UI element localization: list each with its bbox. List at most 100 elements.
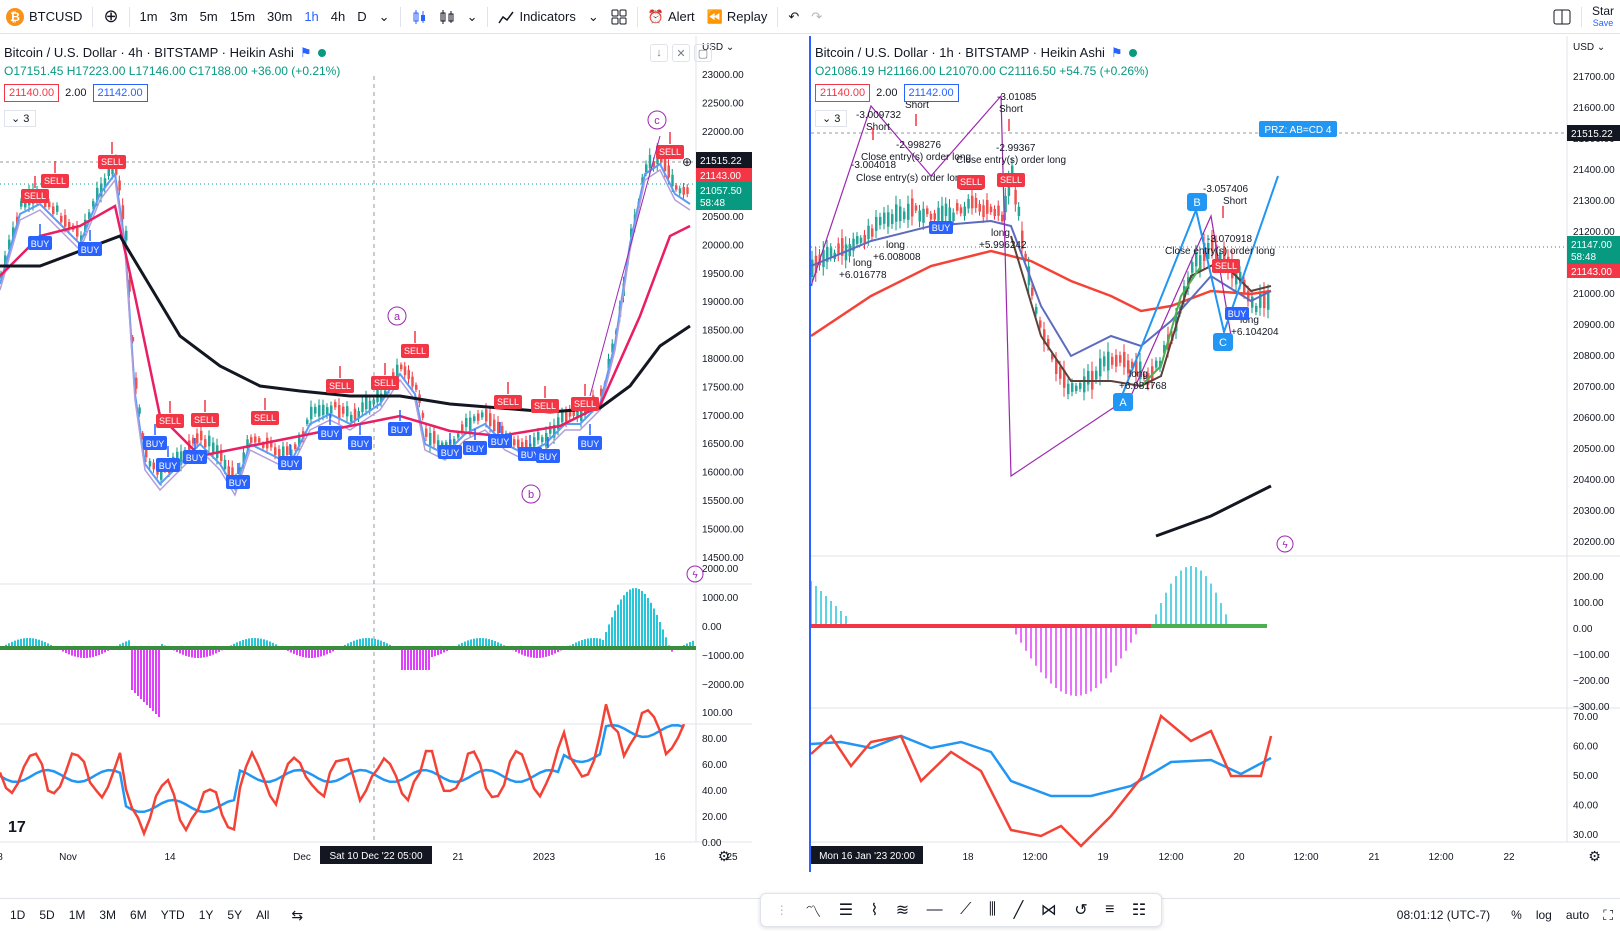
horizontal-line-icon[interactable]: — <box>926 901 943 918</box>
indicators-icon <box>498 11 515 23</box>
left-chart-title: Bitcoin / U.S. Dollar · 4h · BITSTAMP · … <box>4 45 294 60</box>
chart-type-dropdown[interactable]: ⌄ <box>461 0 484 34</box>
candle <box>1215 244 1218 264</box>
candle <box>353 408 357 420</box>
xabcd-pattern-icon[interactable]: ⋈ <box>1040 902 1057 919</box>
candle <box>1063 369 1066 388</box>
layout-toggle-button[interactable] <box>1547 0 1577 34</box>
maximize-icon[interactable]: ▢ <box>694 44 712 62</box>
range-1d[interactable]: 1D <box>10 908 26 922</box>
indicator-toggle[interactable]: ⌄ 3 <box>4 110 37 127</box>
arrow-down-icon[interactable]: ↓ <box>650 44 668 62</box>
sell-price-button[interactable]: 21140.00 <box>815 84 871 102</box>
countdown-timer: 58:48 <box>700 198 725 209</box>
star-save-button[interactable]: Star Save <box>1591 3 1614 28</box>
right-chart-pane[interactable]: USD ⌄21700.0021600.0021500.0021400.00213… <box>809 36 1620 872</box>
range-6m[interactable]: 6M <box>130 908 147 922</box>
candle <box>1239 271 1242 284</box>
redo-button[interactable]: ↷ <box>805 0 828 34</box>
undo-button[interactable]: ↶ <box>782 0 805 34</box>
fullscreen-icon[interactable]: ⛶ <box>1603 906 1613 923</box>
add-symbol-button[interactable]: ⊕ <box>97 0 124 34</box>
range-5d[interactable]: 5D <box>39 908 55 922</box>
percent-toggle[interactable]: % <box>1511 908 1522 922</box>
sell-signal-badge <box>656 145 684 159</box>
chart-type-button[interactable] <box>433 0 461 34</box>
alert-button[interactable]: ⏰ Alert <box>647 8 695 25</box>
settings-gear-icon: ⚙ <box>1588 848 1601 864</box>
candle <box>918 210 921 222</box>
clock[interactable]: 08:01:12 (UTC-7) <box>1396 908 1491 922</box>
left-chart-pane[interactable]: USD ⌄23000.0022500.0022000.0021500.00210… <box>0 36 752 872</box>
pattern-point-badge <box>1187 193 1207 211</box>
candle <box>270 440 273 448</box>
sell-signal-label: SELL <box>24 191 46 201</box>
indicators-dropdown[interactable]: ⌄ <box>582 0 605 34</box>
candle <box>1079 383 1082 389</box>
bars-style-button[interactable] <box>405 0 433 34</box>
price-scale-label: 20500.00 <box>702 212 744 223</box>
candle <box>485 409 488 422</box>
crosshair-time-box <box>811 846 923 864</box>
symbol-search[interactable]: ₿ BTCUSD <box>0 0 88 34</box>
tf-1m[interactable]: 1m <box>139 9 158 24</box>
cycle-tool-icon[interactable]: ↺ <box>1074 902 1088 919</box>
fib-tool-icon[interactable]: ☰ <box>838 902 854 919</box>
indicators-button[interactable]: Indicators <box>492 0 581 34</box>
go-to-date-icon[interactable]: ⇆ <box>291 906 304 923</box>
left-chart-canvas[interactable]: USD ⌄23000.0022500.0022000.0021500.00210… <box>0 36 752 872</box>
tf-5m[interactable]: 5m <box>199 9 218 24</box>
chevron-down-icon: ⌄ <box>822 113 832 125</box>
candle <box>645 164 648 173</box>
range-5y[interactable]: 5Y <box>227 908 243 922</box>
tf-D[interactable]: D <box>357 9 367 24</box>
auto-toggle[interactable]: auto <box>1565 908 1590 922</box>
trend-line-icon[interactable]: ╱ <box>1013 902 1024 919</box>
range-1y[interactable]: 1Y <box>198 908 214 922</box>
indicator-toggle[interactable]: ⌄ 3 <box>815 110 848 127</box>
tf-3m[interactable]: 3m <box>169 9 188 24</box>
layouts-button[interactable] <box>605 0 633 34</box>
right-chart-canvas[interactable]: USD ⌄21700.0021600.0021500.0021400.00213… <box>811 36 1620 872</box>
add-alert-icon: ⊕ <box>682 155 692 169</box>
candle <box>989 206 993 213</box>
candle <box>380 393 383 403</box>
indicator-tool-icon[interactable]: ⫼ <box>988 901 997 918</box>
range-ytd[interactable]: YTD <box>160 908 185 922</box>
log-toggle[interactable]: log <box>1535 908 1552 922</box>
tf-15m[interactable]: 15m <box>229 9 256 24</box>
range-1m[interactable]: 1M <box>68 908 86 922</box>
timeframe-dropdown[interactable]: ⌄ <box>373 0 396 34</box>
trade-annotation: -3.057406 <box>1203 184 1248 195</box>
range-3m[interactable]: 3M <box>99 908 117 922</box>
range-all[interactable]: All <box>256 908 270 922</box>
pattern-tool-icon[interactable]: 〽 <box>805 904 822 921</box>
buy-price-button[interactable]: 21142.00 <box>92 84 148 102</box>
buy-price-button[interactable]: 21142.00 <box>903 84 959 102</box>
candle <box>415 384 418 390</box>
sma-line-black <box>0 234 691 414</box>
drag-handle-icon[interactable]: ⋮ <box>775 903 788 917</box>
tf-4h[interactable]: 4h <box>330 9 346 24</box>
gann-tool-icon[interactable]: ≋ <box>895 902 910 919</box>
sell-price-button[interactable]: 21140.00 <box>4 84 60 102</box>
candle <box>997 205 1000 216</box>
trade-annotation: Short <box>905 100 929 111</box>
tf-1h[interactable]: 1h <box>304 9 319 24</box>
replay-button[interactable]: ⏪ Replay <box>706 8 768 25</box>
wave-tool-icon[interactable]: ⌇ <box>870 902 879 919</box>
settings-lines-icon[interactable]: ☷ <box>1131 902 1147 919</box>
ray-tool-icon[interactable]: ⟋ <box>960 901 972 918</box>
rsi-scale-label: 70.00 <box>1573 712 1598 723</box>
candle <box>96 187 99 201</box>
candle <box>1159 360 1162 369</box>
chevron-down-icon: ⌄ <box>378 8 390 24</box>
tf-30m[interactable]: 30m <box>267 9 293 24</box>
market-status-icon <box>1128 49 1137 57</box>
candle <box>867 225 870 240</box>
buy-signal-badge <box>318 426 342 440</box>
close-icon[interactable]: ✕ <box>672 44 690 62</box>
candle <box>648 154 652 169</box>
trade-annotation: Short <box>866 122 890 133</box>
parallel-channel-icon[interactable]: ≡ <box>1105 901 1115 918</box>
